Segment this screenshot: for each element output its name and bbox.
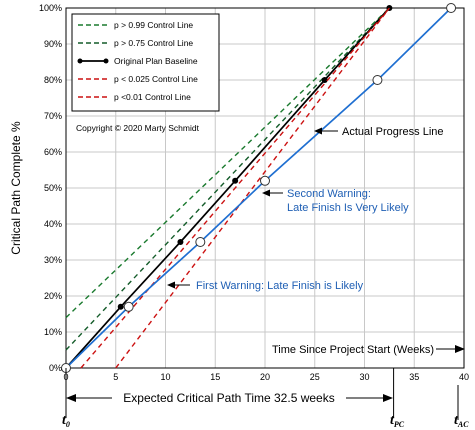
actual-progress-pointer-head bbox=[314, 127, 322, 135]
expected-time-label-bg bbox=[112, 389, 346, 405]
y-tick-label-2: 20% bbox=[44, 291, 62, 301]
legend-label-2: Original Plan Baseline bbox=[114, 56, 198, 66]
expected-time-arrowhead-left bbox=[66, 394, 76, 402]
first-warning-label: First Warning: Late Finish is Likely bbox=[196, 280, 364, 292]
actual-point-3 bbox=[260, 175, 270, 186]
legend-marker-left-2 bbox=[77, 58, 83, 64]
y-tick-label-4: 40% bbox=[44, 219, 62, 229]
legend-box bbox=[71, 13, 220, 112]
series-line-p-0-01-control-line bbox=[115, 7, 390, 369]
copyright-text: Copyright © 2020 Marty Schmidt bbox=[76, 123, 200, 133]
tpc-label: tPC bbox=[390, 413, 405, 429]
baseline-point-1 bbox=[117, 303, 124, 310]
x-tick-labels: 0510152025303540 bbox=[63, 372, 469, 382]
series-line-p-0-75-control-line bbox=[65, 7, 390, 351]
tac-label: tAC bbox=[454, 413, 469, 429]
expected-time-arrowhead-right bbox=[383, 394, 393, 402]
actual-progress-label: Actual Progress Line bbox=[342, 126, 444, 138]
y-tick-label-9: 90% bbox=[44, 39, 62, 49]
expected-time-label: Expected Critical Path Time 32.5 weeks bbox=[123, 391, 334, 405]
x-axis-title: Time Since Project Start (Weeks) bbox=[272, 344, 434, 356]
series-layer bbox=[61, 3, 457, 373]
series-line-original-plan-baseline bbox=[65, 7, 391, 369]
series-line-p-0-025-control-line bbox=[80, 7, 390, 369]
x-tick-label-8: 40 bbox=[459, 372, 469, 382]
first-warning-pointer-head bbox=[167, 281, 175, 289]
x-tick-label-1: 5 bbox=[113, 372, 118, 382]
x-tick-label-6: 30 bbox=[359, 372, 369, 382]
second-warning-line2: Late Finish Is Very Likely bbox=[287, 202, 409, 214]
y-tick-label-7: 70% bbox=[44, 111, 62, 121]
y-tick-label-8: 80% bbox=[44, 75, 62, 85]
baseline-point-3 bbox=[232, 177, 239, 184]
y-tick-label-10: 100% bbox=[39, 3, 62, 13]
legend-label-1: p > 0.75 Control Line bbox=[114, 38, 193, 48]
x-tick-label-5: 25 bbox=[310, 372, 320, 382]
x-axis-title-arrowhead bbox=[455, 345, 465, 353]
y-axis-title: Critical Path Complete % bbox=[9, 121, 23, 255]
y-tick-label-0: 0% bbox=[49, 363, 62, 373]
plot-area-frame bbox=[65, 7, 465, 369]
series-line-actual-progress-line bbox=[65, 7, 452, 369]
actual-point-4 bbox=[372, 75, 383, 85]
y-tick-label-1: 10% bbox=[44, 327, 62, 337]
y-tick-label-5: 50% bbox=[44, 183, 62, 193]
grid bbox=[65, 7, 465, 369]
x-tick-label-4: 20 bbox=[260, 372, 270, 382]
x-tick-label-7: 35 bbox=[409, 372, 419, 382]
t0-label: t0 bbox=[62, 413, 70, 429]
legend-marker-right-2 bbox=[103, 58, 109, 64]
x-tick-label-2: 10 bbox=[160, 372, 170, 382]
y-tick-labels: 0% 10% 20% 30% 40% 50% 60% 70% 80% 90% 100% bbox=[39, 3, 62, 373]
baseline-point-4 bbox=[321, 77, 328, 83]
actual-point-5 bbox=[446, 3, 457, 13]
baseline-point-2 bbox=[177, 239, 184, 245]
second-warning-line1: Second Warning: bbox=[287, 188, 371, 200]
actual-point-1 bbox=[123, 301, 134, 312]
legend: p > 0.99 Control Line p > 0.75 Control Li… bbox=[71, 13, 220, 112]
y-tick-label-3: 30% bbox=[44, 255, 62, 265]
actual-point-2 bbox=[195, 237, 206, 247]
legend-label-0: p > 0.99 Control Line bbox=[114, 20, 193, 30]
legend-label-4: p <0.01 Control Line bbox=[114, 92, 191, 102]
x-tick-label-3: 15 bbox=[210, 372, 220, 382]
series-line-p-0-99-control-line bbox=[65, 7, 390, 319]
legend-label-3: p < 0.025 Control Line bbox=[114, 74, 198, 84]
second-warning-pointer-head bbox=[262, 189, 270, 197]
y-tick-label-6: 60% bbox=[44, 147, 62, 157]
